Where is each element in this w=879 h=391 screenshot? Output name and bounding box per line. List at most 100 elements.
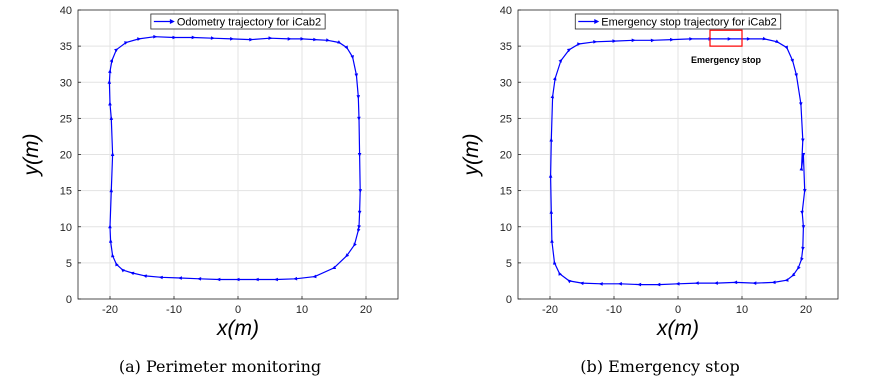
chart-b-x-tick-label: -20 — [542, 304, 558, 316]
chart-b-data-point — [650, 38, 655, 43]
chart-a-data-point — [210, 36, 215, 40]
chart-a-data-point — [312, 274, 317, 279]
chart-b-data-point — [548, 173, 553, 178]
chart-a-data-point — [110, 152, 115, 157]
chart-a-data-point — [197, 277, 202, 281]
chart-b-data-point — [727, 37, 732, 41]
chart-a-data-point — [120, 268, 126, 273]
chart-a-x-tick-label: 0 — [235, 304, 241, 316]
chart-a-data-point — [336, 40, 342, 44]
chart-b-y-tick-label: 15 — [500, 186, 512, 198]
chart-a-data-point — [108, 69, 112, 74]
chart-a-data-point — [114, 48, 119, 53]
chart-b-data-point — [549, 137, 553, 142]
chart-b-data-point — [552, 260, 557, 265]
chart-b-data-point — [784, 278, 789, 282]
chart-b-data-point — [771, 280, 776, 285]
chart-b-legend-arrow — [594, 19, 600, 24]
chart-a-data-point — [357, 228, 361, 233]
chart-a-data-point — [230, 37, 235, 41]
chart-a-data-point — [357, 153, 362, 157]
chart-b-y-tick-label: 20 — [500, 150, 512, 162]
chart-b-data-point — [612, 39, 617, 43]
chart-b-data-point — [796, 265, 801, 270]
chart-b-data-point — [746, 37, 751, 41]
chart-a-svg: -20 -10 0 10 20 0 5 10 15 20 25 30 35 40 x(m) y(m) Odome… — [20, 5, 399, 340]
chart-a-data-point — [357, 225, 361, 230]
caption-a: (a) Perimeter monitoring — [118, 357, 322, 376]
chart-b-data-point — [593, 40, 598, 44]
chart-a-y-tick-label: 25 — [60, 113, 72, 125]
chart-a-y-tick-label: 5 — [66, 258, 72, 270]
chart-b-y-tick-label: 30 — [500, 77, 512, 89]
chart-b-data-point — [799, 166, 804, 171]
chart-a-data-point — [109, 58, 113, 63]
chart-b-data-point — [567, 48, 572, 53]
chart-b-data-point — [558, 271, 562, 276]
chart-b-y-tick-label: 5 — [506, 258, 512, 270]
chart-a-data-point — [353, 242, 357, 247]
chart-a-y-axis-label: y(m) — [20, 134, 43, 178]
chart-b-data-point — [550, 94, 555, 99]
chart-a-data-point — [115, 262, 119, 267]
chart-b-y-tick-label: 25 — [500, 113, 512, 125]
chart-a-data-point — [273, 277, 278, 282]
chart-b-x-tick-label: 10 — [736, 304, 748, 316]
chart-b-svg: -20 -10 0 10 20 0 5 10 15 20 25 30 35 40 x(m) y(m) Emerg… — [460, 5, 839, 340]
chart-b-data-point — [784, 45, 788, 50]
chart-b-data-point — [577, 42, 582, 46]
chart-a-data-point — [358, 189, 363, 194]
chart-b-data-point — [801, 152, 806, 157]
chart-b-data-point — [800, 257, 804, 262]
chart-b-series-line — [549, 38, 806, 286]
chart-a-data-point — [108, 238, 113, 243]
chart-b-annotation-box — [709, 29, 743, 47]
chart-b-data-point — [598, 282, 603, 286]
chart-b-legend-box — [574, 13, 782, 30]
chart-b-data-point — [790, 58, 794, 63]
chart-a-data-point — [153, 34, 158, 39]
chart-a-data-point — [357, 116, 361, 121]
chart-a-data-point — [235, 277, 240, 282]
chart-a-y-tick-label: 10 — [60, 222, 72, 234]
chart-b-data-point — [694, 281, 699, 285]
chart-b-legend-label: Emergency stop trajectory for iCab2 — [601, 17, 776, 29]
chart-a-data-point — [109, 115, 114, 120]
chart-a-legend-box — [150, 13, 326, 30]
chart-a-data-point — [108, 101, 112, 106]
chart-a-y-tick-label: 15 — [60, 186, 72, 198]
chart-b-data-point — [733, 280, 738, 285]
chart-b-data-point — [689, 37, 694, 41]
chart-b-data-point — [801, 246, 805, 251]
chart-b-data-point — [799, 102, 803, 107]
chart-a-legend-arrow — [169, 19, 175, 24]
chart-b-data-point — [752, 281, 757, 285]
chart-b-data-point — [579, 281, 584, 286]
chart-a-data-point — [356, 95, 361, 100]
chart-b-data-point — [762, 36, 767, 41]
chart-b-y-tick-label: 0 — [506, 294, 512, 306]
chart-a-data-point — [108, 224, 112, 229]
chart-panel-b: -20 -10 0 10 20 0 5 10 15 20 25 30 35 40 x(m) y(m) Emerg… — [440, 0, 879, 391]
chart-panel-a: -20 -10 0 10 20 0 5 10 15 20 25 30 35 40 x(m) y(m) Odome… — [20, 5, 399, 376]
chart-b-data-point — [675, 282, 680, 286]
chart-b-data-point — [631, 38, 636, 43]
chart-b-x-axis-label: x(m) — [656, 317, 699, 340]
chart-b-data-point — [552, 76, 557, 81]
chart-a-y-tick-label: 35 — [60, 41, 72, 53]
chart-b-x-tick-label: 20 — [800, 304, 812, 316]
chart-b-y-tick-label: 35 — [500, 41, 512, 53]
chart-a-x-tick-label: 10 — [296, 304, 308, 316]
chart-b-data-point — [713, 281, 718, 285]
chart-b-x-tick-label: 0 — [675, 304, 681, 316]
chart-a-x-tick-label: 20 — [360, 304, 372, 316]
chart-a-data-point — [216, 277, 221, 282]
chart-a-data-point — [107, 79, 112, 84]
chart-a-x-axis-label: x(m) — [216, 317, 259, 340]
chart-b-data-point — [801, 225, 806, 230]
chart-a-data-point — [111, 253, 115, 258]
chart-a-data-point — [350, 55, 354, 60]
chart-b-data-point — [791, 272, 796, 277]
chart-a-x-tick-label: -10 — [166, 304, 182, 316]
chart-a-data-point — [254, 277, 259, 282]
